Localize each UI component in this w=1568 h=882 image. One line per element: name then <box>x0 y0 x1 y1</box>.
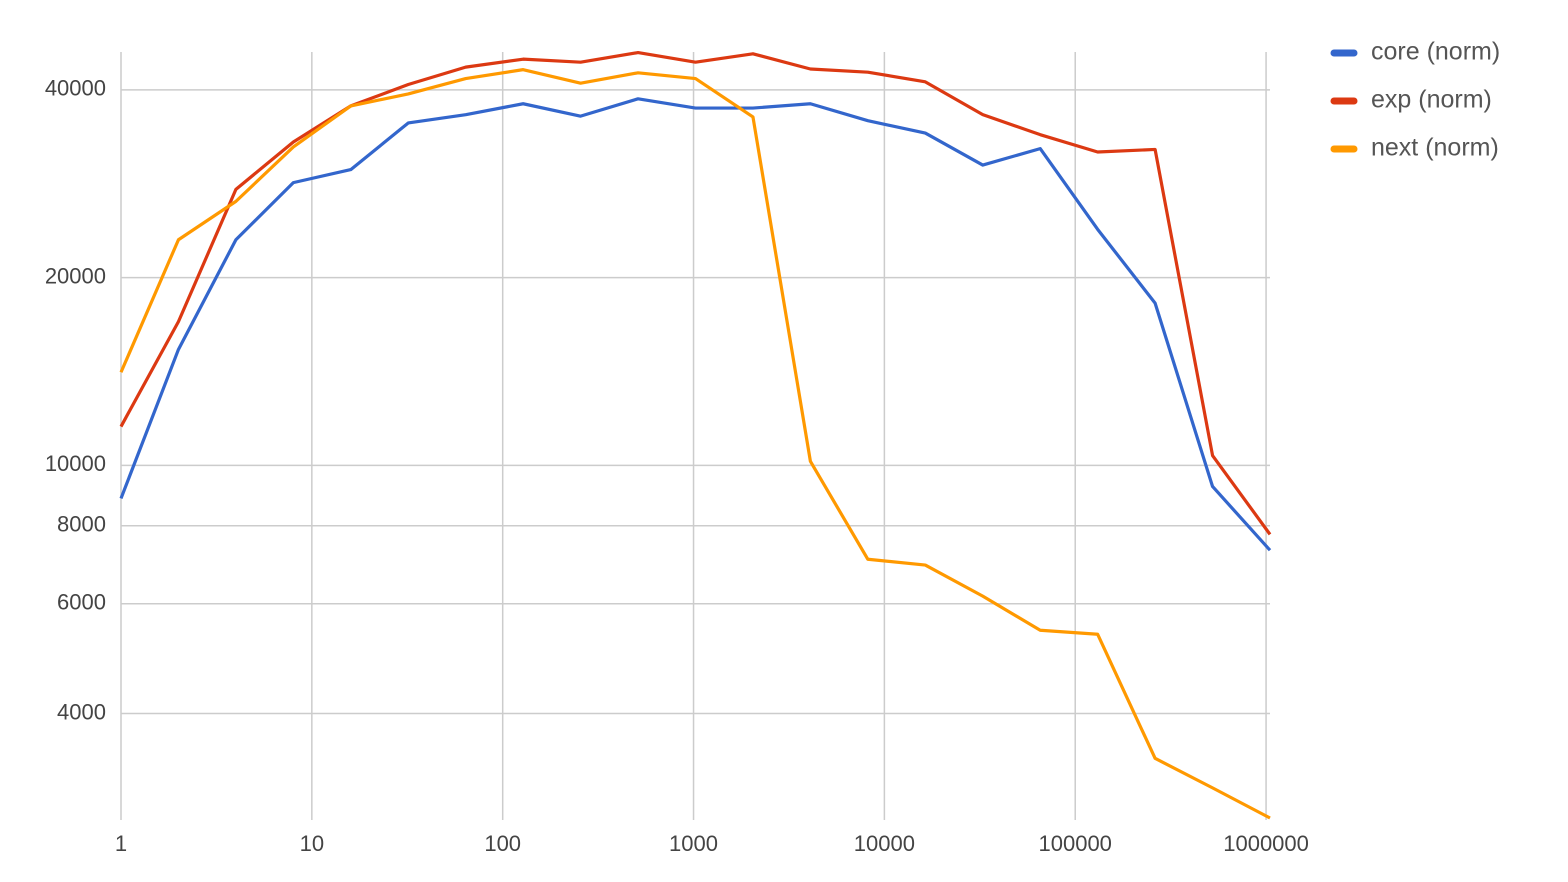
y-tick-label: 10000 <box>45 451 106 476</box>
x-tick-label: 1000000 <box>1223 831 1309 856</box>
x-tick-label: 100000 <box>1039 831 1112 856</box>
legend-label: exp (norm) <box>1371 86 1492 114</box>
x-tick-label: 1 <box>115 831 127 856</box>
y-tick-label: 8000 <box>57 512 106 537</box>
y-tick-label: 4000 <box>57 699 106 724</box>
x-tick-label: 100 <box>484 831 521 856</box>
y-tick-label: 6000 <box>57 590 106 615</box>
legend-label: next (norm) <box>1371 134 1499 162</box>
x-tick-label: 10 <box>300 831 324 856</box>
y-tick-label: 20000 <box>45 263 106 288</box>
x-tick-label: 1000 <box>669 831 718 856</box>
series-line <box>119 68 1271 820</box>
x-tick-label: 10000 <box>854 831 915 856</box>
series-line <box>119 50 1272 536</box>
y-tick-label: 40000 <box>45 76 106 101</box>
series-line <box>119 97 1272 552</box>
legend-label: core (norm) <box>1371 38 1500 66</box>
